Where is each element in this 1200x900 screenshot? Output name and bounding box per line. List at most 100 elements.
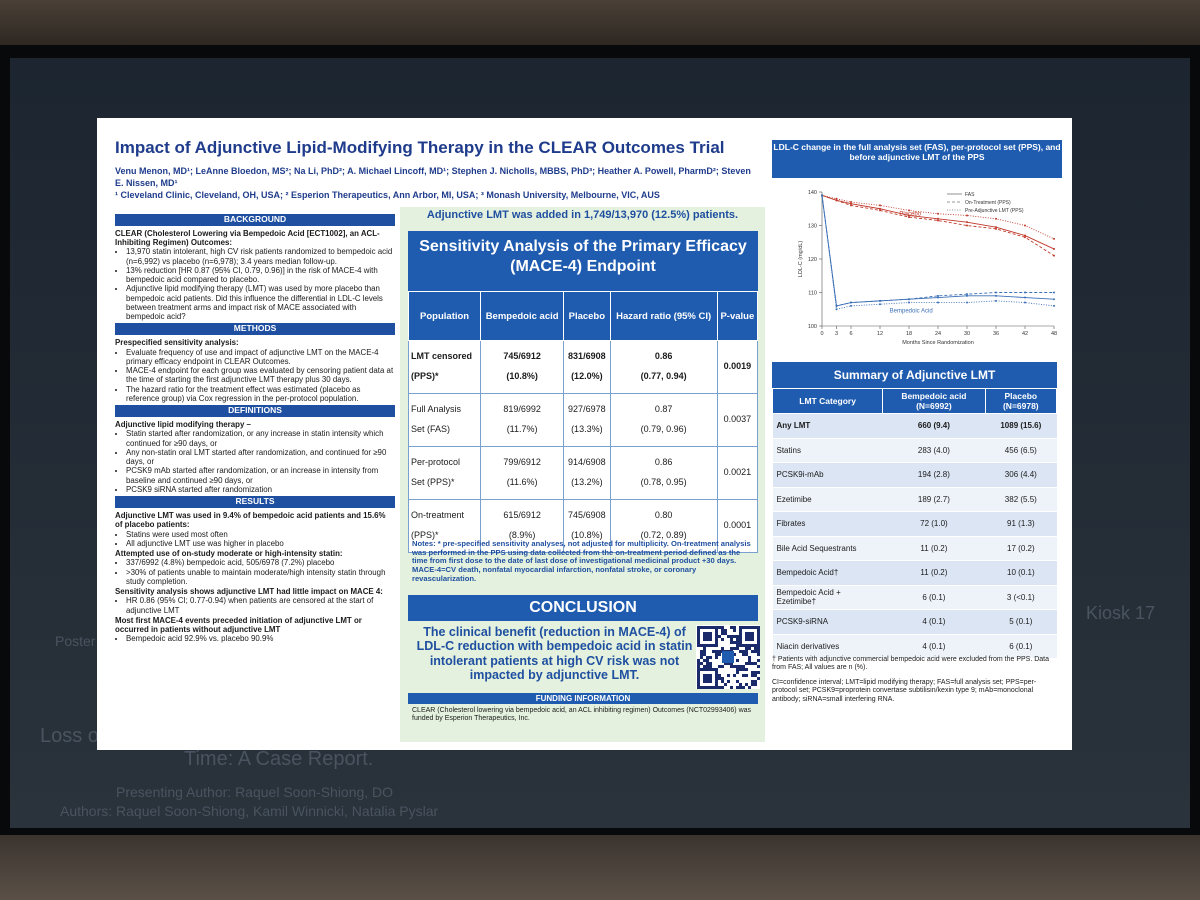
qr-module [703, 659, 706, 662]
qr-module [751, 683, 754, 686]
qr-module [721, 665, 724, 668]
bullet: Statin started after randomization, or a… [126, 429, 395, 448]
table-cell: 0.0001 [716, 499, 759, 553]
qr-module [715, 677, 718, 680]
cell-text: Set (PPS)* [411, 477, 455, 487]
table-cell: 306 (4.4) [985, 462, 1057, 488]
point [995, 291, 997, 294]
section-title: Sensitivity Analysis of the Primary Effi… [408, 231, 758, 291]
y-tick-label: 130 [808, 224, 817, 230]
column-header: P-value [716, 291, 759, 341]
qr-module [706, 665, 709, 668]
point [850, 204, 852, 207]
table-cell: 0.87 (0.79, 0.96) [609, 393, 718, 447]
table-cell: 17 (0.2) [985, 536, 1057, 561]
point [1024, 296, 1026, 299]
qr-module [757, 677, 760, 680]
table-cell: 4 (0.1) [882, 634, 986, 659]
point [1024, 234, 1026, 237]
point [966, 294, 968, 297]
lead: Adjunctive lipid modifying therapy – [115, 420, 251, 430]
x-tick-label: 36 [993, 331, 999, 337]
qr-module [712, 668, 715, 671]
qr-module [709, 680, 712, 683]
table-cell: 0.0019 [716, 340, 759, 394]
qr-module [730, 647, 733, 650]
table-cell: Statins [772, 438, 883, 463]
point [908, 301, 910, 304]
qr-module [715, 626, 718, 629]
qr-module [718, 665, 721, 668]
section-title: CONCLUSION [408, 595, 758, 621]
sensitivity-table: Population Bempedoic acid Placebo Hazard ra… [407, 291, 759, 553]
qr-module [757, 659, 760, 662]
bullet-list: Statins were used most oftenAll adjuncti… [115, 530, 395, 549]
point [937, 212, 939, 215]
affiliations: ¹ Cleveland Clinic, Cleveland, OH, USA; … [115, 190, 660, 200]
qr-module [700, 662, 703, 665]
qr-module [751, 680, 754, 683]
qr-module [739, 632, 742, 635]
qr-module [721, 677, 724, 680]
qr-module [751, 626, 754, 629]
table-row: Niacin derivatives 4 (0.1) 6 (0.1) [772, 634, 1057, 659]
table-row: Per-protocol Set (PPS)* 799/6912 (11.6%) 914… [407, 446, 759, 500]
point [850, 202, 852, 205]
bullet-list: Evaluate frequency of use and impact of … [115, 348, 395, 404]
room [0, 0, 1200, 45]
series-line [821, 194, 1055, 240]
qr-code [696, 625, 760, 689]
funding: CLEAR (Cholesterol lowering via bempedoi… [412, 707, 752, 723]
column-header: Placebo (N=6978) [984, 388, 1058, 414]
qr-module [745, 662, 748, 665]
qr-module [736, 665, 739, 668]
qr-module [715, 638, 718, 641]
floor [0, 835, 1200, 900]
point [908, 209, 910, 212]
column-header: Population [407, 291, 482, 341]
notes: Notes: * pre-specified sensitivity analy… [412, 539, 751, 583]
bullet: >30% of patients unable to maintain mode… [126, 568, 395, 587]
qr-module [757, 671, 760, 674]
point [1024, 236, 1026, 239]
bg-presenter: Presenting Author: Raquel Soon-Shiong, D… [116, 784, 394, 800]
qr-module [706, 626, 709, 629]
table-cell: Fibrates [772, 511, 883, 537]
series-line [821, 195, 1054, 307]
qr-module [697, 686, 700, 689]
table-cell: 283 (4.0) [882, 438, 986, 463]
authors: Venu Menon, MD¹; LeAnne Bloedon, MS²; Na… [115, 166, 751, 188]
qr-module [706, 659, 709, 662]
qr-module [754, 644, 757, 647]
bg-title: Time: A Case Report. [184, 748, 374, 770]
qr-module [754, 683, 757, 686]
cell-text: (11.6%) [506, 477, 538, 487]
qr-module [733, 653, 736, 656]
table-cell: Bempedoic Acid + Ezetimibe† [772, 585, 883, 610]
bullet: All adjunctive LMT use was higher in pla… [126, 539, 395, 548]
qr-module [703, 626, 706, 629]
table-cell: 0.0037 [716, 393, 759, 447]
qr-module [697, 662, 700, 665]
qr-module [736, 635, 739, 638]
bullet: Statins were used most often [126, 530, 395, 539]
table-cell: Full Analysis Set (FAS) [407, 393, 482, 447]
cell-text: (13.2%) [571, 477, 603, 487]
poster-label: Poster 6 [55, 633, 108, 649]
qr-module [700, 656, 703, 659]
qr-module [703, 665, 706, 668]
middle-column: Adjunctive LMT was added in 1,749/13,970… [400, 207, 765, 742]
qr-module [736, 641, 739, 644]
point [937, 296, 939, 299]
qr-module [757, 626, 760, 629]
qr-module [724, 629, 727, 632]
section-heading: RESULTS [115, 496, 395, 508]
bg-authors: Authors: Raquel Soon-Shiong, Kamil Winni… [60, 803, 439, 819]
point [995, 299, 997, 302]
qr-module [757, 638, 760, 641]
qr-module [754, 650, 757, 653]
bullet-list: HR 0.86 (95% CI; 0.77-0.94) when patient… [115, 596, 395, 615]
qr-module [751, 671, 754, 674]
point [1024, 301, 1026, 304]
qr-module [703, 677, 706, 680]
